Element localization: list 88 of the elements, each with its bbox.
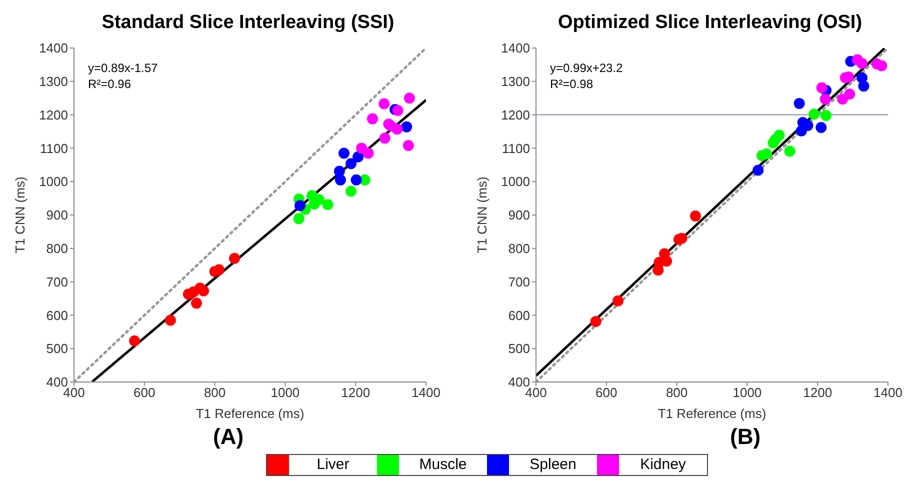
y-tick-label: 500 [46,341,68,356]
point [366,113,378,124]
point [856,58,868,69]
y-tick-label: 1100 [40,140,68,156]
point [808,108,820,120]
x-axis-title: T1 Reference (ms) [658,406,766,421]
x-tick-label: 800 [666,385,688,400]
y-tick-label: 700 [46,274,68,290]
point [820,94,831,105]
annotation: y=0.99x+23.2 [550,61,623,75]
text: (A) [213,424,244,449]
x-tick-label: 1400 [874,385,902,400]
y-tick-label: 1000 [501,174,530,190]
point [876,60,888,72]
x-tick-label: 1200 [341,385,370,400]
y-tick-label: 1100 [502,140,530,156]
annotation: y=0.89x-1.57 [88,61,158,75]
point [404,92,415,104]
text: (B) [730,424,761,449]
x-tick-label: 1400 [412,385,440,400]
point [794,98,805,109]
x-tick-label: 1000 [732,385,762,400]
point [761,148,772,160]
point [392,124,403,135]
y-tick-label: 600 [46,308,68,323]
y-tick-label: 1200 [39,107,68,122]
y-tick-label: 1300 [501,74,530,90]
point [346,158,357,170]
point [338,148,350,159]
point [322,199,334,210]
point [858,80,870,92]
y-tick-label: 800 [508,241,530,256]
legend-label: Liver [316,455,350,475]
y-tick-label: 900 [508,208,530,223]
point [612,295,624,306]
point [214,264,225,276]
chart-title: Optimized Slice Interleaving (OSI) [556,12,864,34]
point [346,186,357,197]
point [334,166,345,177]
x-tick-label: 1000 [270,385,300,400]
y-tick-label: 1200 [501,107,530,122]
legend-label: Kidney [639,455,687,475]
point [352,151,364,162]
point [590,316,602,328]
y-tick-label: 700 [508,274,530,290]
annotation: R²=0.96 [88,77,132,91]
point [190,298,202,309]
chart-title: Standard Slice Interleaving (SSI) [100,12,396,34]
point [401,121,412,132]
annotation: R²=0.98 [550,77,594,91]
point [752,164,764,176]
point [198,285,210,296]
point [820,110,832,121]
point [350,174,362,186]
x-tick-label: 1200 [803,385,832,400]
point [392,104,404,116]
point [784,146,796,157]
point [816,82,828,94]
x-axis-title: T1 Reference (ms) [196,406,304,421]
y-tick-label: 600 [508,308,530,323]
y-tick-label: 800 [46,241,68,256]
y-tick-label: 900 [46,208,68,223]
y-tick-label: 1300 [39,74,68,90]
point [690,210,701,222]
y-axis-title: T1 CNN (ms) [474,176,490,254]
y-axis-title: T1 CNN (ms) [12,176,28,254]
point [294,200,306,212]
x-tick-label: 600 [134,385,156,400]
point [816,122,827,133]
point [378,98,390,110]
point [334,174,346,186]
y-tick-label: 500 [508,341,530,356]
point [844,88,856,100]
point [774,130,785,141]
y-tick-label: 1000 [39,174,68,190]
legend-label: Muscle [418,455,468,475]
legend-label: Spleen [528,455,578,475]
point [164,314,176,326]
point [129,335,140,346]
x-tick-label: 800 [204,385,226,400]
y-tick-label: 1400 [39,40,68,56]
x-tick-label: 600 [596,385,618,400]
point [293,213,304,224]
point [362,148,374,159]
point [379,132,390,144]
y-tick-label: 1400 [501,40,530,56]
point [229,252,240,264]
point [402,140,414,152]
